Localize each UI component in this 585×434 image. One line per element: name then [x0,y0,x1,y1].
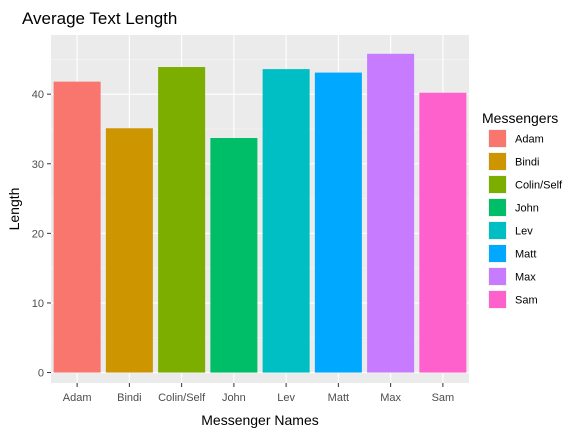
y-axis-title: Length [6,188,22,231]
legend-label: Adam [515,134,544,146]
x-axis: Adam Bindi Colin/Self John Lev Matt Max Sam [63,383,454,404]
x-tick-label: John [222,392,246,404]
legend-label: John [515,203,539,215]
x-tick-label: Sam [432,392,455,404]
chart-title: Average Text Length [22,9,177,28]
x-tick-label: Adam [63,392,92,404]
legend-swatch [489,222,506,239]
bar-john [210,138,258,373]
bar-bindi [105,128,153,373]
legend-label: Matt [515,249,536,261]
x-tick-label: Lev [277,392,295,404]
legend-label: Lev [515,226,533,238]
legend-swatch [489,130,506,147]
legend-swatch [489,153,506,170]
y-tick-label: 40 [32,89,44,101]
y-axis: 0 10 20 30 40 [32,89,51,380]
y-tick-label: 20 [32,228,44,240]
legend-swatch [489,291,506,308]
legend-swatch [489,176,506,193]
x-tick-label: Matt [328,392,349,404]
legend-swatch [489,268,506,285]
y-tick-label: 10 [32,298,44,310]
legend-swatch [489,199,506,216]
legend-label: Sam [515,295,538,307]
bar-sam [419,92,467,373]
y-tick-label: 30 [32,159,44,171]
bar-max [367,53,415,373]
legend-label: Colin/Self [515,180,563,192]
bars [53,53,467,373]
x-tick-label: Bindi [117,392,141,404]
bar-adam [53,81,101,373]
legend-label: Max [515,272,536,284]
legend-swatch [489,245,506,262]
bar-matt [314,72,362,373]
x-tick-label: Colin/Self [158,392,206,404]
x-tick-label: Max [380,392,401,404]
x-axis-title: Messenger Names [201,412,319,428]
legend: Messengers Adam Bindi Colin/Self John Lev Mat… [482,110,563,309]
bar-lev [262,69,310,373]
legend-title: Messengers [482,110,558,126]
y-tick-label: 0 [38,368,44,380]
bar-colin-self [158,67,206,373]
legend-label: Bindi [515,157,539,169]
